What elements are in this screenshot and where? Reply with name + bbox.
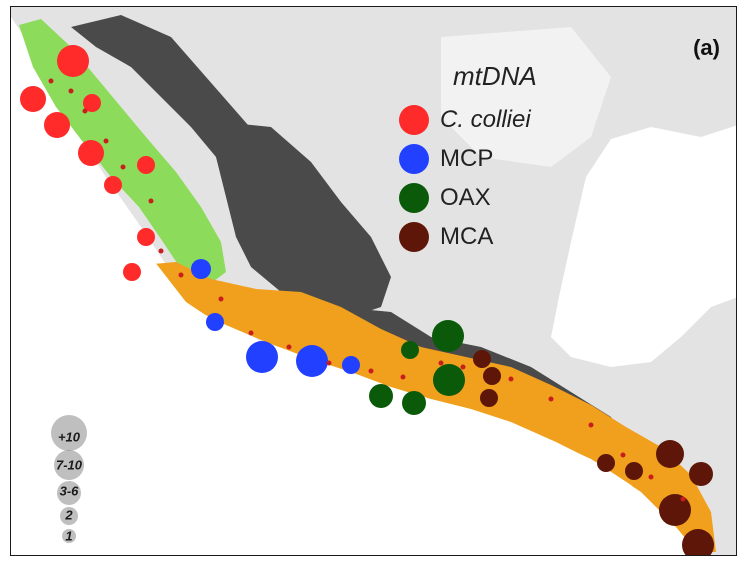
sample-site-circle — [480, 389, 498, 407]
map-panel: +10 7-10 3-6 2 1 (a) mtDNA C. colliei MC… — [10, 6, 737, 556]
locality-marker — [148, 198, 154, 204]
locality-marker — [400, 374, 406, 380]
sample-site-circle — [682, 529, 714, 555]
sample-site-circle — [246, 341, 278, 373]
locality-marker — [178, 272, 184, 278]
sample-site-circle — [656, 440, 684, 468]
sample-site-circle — [473, 350, 491, 368]
legend-label-mca: MCA — [440, 222, 494, 250]
sample-site-circle — [137, 156, 155, 174]
locality-marker — [508, 376, 514, 382]
sample-site-circle — [78, 140, 104, 166]
sample-sites — [20, 45, 714, 555]
legend-swatch-colliei — [399, 104, 429, 135]
locality-marker — [248, 330, 254, 336]
sample-site-circle — [44, 112, 70, 138]
sample-site-circle — [689, 462, 713, 486]
sample-site-circle — [20, 86, 46, 112]
size-legend-circle — [51, 415, 87, 451]
legend-item-colliei: C. colliei — [399, 100, 537, 139]
legend-label-colliei: C. colliei — [440, 105, 531, 133]
legend-label-mcp: MCP — [440, 144, 494, 172]
locality-marker — [158, 248, 164, 254]
locality-marker — [588, 422, 594, 428]
sample-site-circle — [206, 313, 224, 331]
size-legend-circle — [60, 507, 78, 525]
locality-marker — [680, 496, 686, 502]
size-legend-circle — [62, 529, 76, 543]
legend-label-oax: OAX — [440, 183, 491, 211]
legend-item-oax: OAX — [399, 178, 537, 217]
haplogroup-legend: mtDNA C. colliei MCP OAX MCA — [399, 61, 537, 256]
sample-site-circle — [483, 367, 501, 385]
sample-site-circle — [369, 384, 393, 408]
sample-site-circle — [137, 228, 155, 246]
sample-site-circle — [433, 364, 465, 396]
size-legend-circle — [54, 450, 84, 480]
pacific-ocean — [11, 47, 700, 555]
range-colliei — [19, 19, 226, 287]
sample-site-circle — [104, 176, 122, 194]
locality-marker — [368, 368, 374, 374]
size-legend — [51, 415, 87, 543]
map-canvas — [11, 7, 736, 555]
locality-marker — [286, 344, 292, 350]
legend-swatch-mcp — [399, 143, 429, 174]
locality-marker — [48, 78, 54, 84]
highland-plateau — [216, 122, 391, 317]
locality-marker — [120, 164, 126, 170]
locality-marker — [326, 360, 332, 366]
locality-marker — [460, 364, 466, 370]
size-legend-circle — [57, 481, 81, 505]
sample-site-circle — [432, 320, 464, 352]
panel-label: (a) — [693, 35, 720, 60]
sample-site-circle — [296, 345, 328, 377]
sample-site-circle — [57, 45, 89, 77]
locality-marker — [648, 474, 654, 480]
sample-site-circle — [191, 259, 211, 279]
sample-site-circle — [625, 462, 643, 480]
sample-site-circle — [83, 94, 101, 112]
sample-site-circle — [401, 341, 419, 359]
locality-marker — [438, 360, 444, 366]
legend-title: mtDNA — [453, 61, 537, 91]
sample-site-circle — [342, 356, 360, 374]
legend-swatch-mca — [399, 221, 429, 252]
gulf-light-area — [441, 27, 611, 167]
range-southern — [141, 262, 716, 552]
locality-marker — [103, 138, 109, 144]
legend-swatch-oax — [399, 182, 429, 213]
locality-marker — [548, 396, 554, 402]
locality-marker — [82, 108, 88, 114]
sample-site-circle — [402, 391, 426, 415]
locality-marker — [218, 296, 224, 302]
sample-site-circle — [659, 494, 691, 526]
legend-item-mca: MCA — [399, 217, 537, 256]
locality-marker — [620, 452, 626, 458]
sample-site-circle — [597, 454, 615, 472]
locality-marker — [68, 88, 74, 94]
sample-site-circle — [123, 263, 141, 281]
legend-item-mcp: MCP — [399, 139, 537, 178]
